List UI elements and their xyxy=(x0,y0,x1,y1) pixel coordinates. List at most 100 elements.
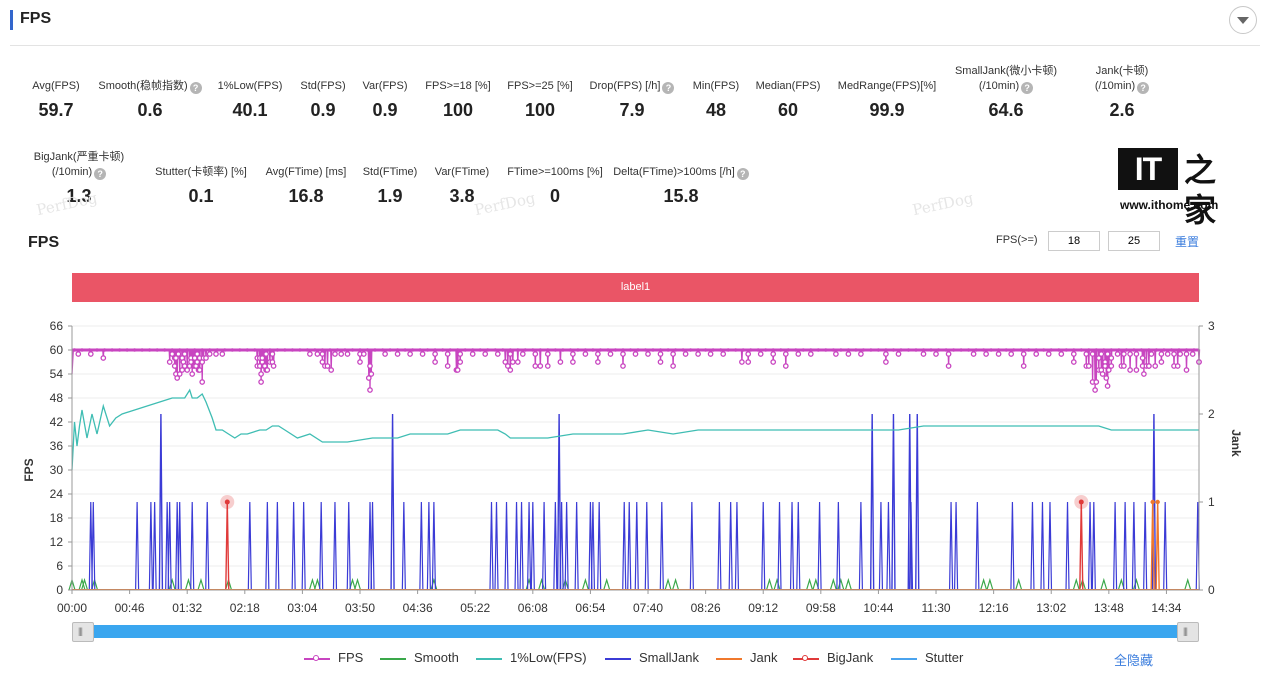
fps-threshold-input-2[interactable] xyxy=(1108,231,1160,251)
fps-point xyxy=(944,348,948,352)
fps-point xyxy=(215,348,220,352)
fps-point xyxy=(358,348,362,352)
fps-point xyxy=(959,348,963,352)
fps-point xyxy=(620,363,626,369)
smooth-bump xyxy=(1184,577,1192,591)
x-tick-label: 00:46 xyxy=(115,601,145,615)
fps-point xyxy=(951,348,956,352)
fps-point xyxy=(1070,351,1077,357)
fps-point xyxy=(1141,371,1147,377)
smooth-bump xyxy=(353,577,362,591)
collapse-chevron-down-icon[interactable] xyxy=(1229,6,1257,34)
fps-point xyxy=(763,348,768,352)
fps-point xyxy=(726,348,730,352)
smooth-bump xyxy=(78,577,86,591)
fps-point xyxy=(258,379,264,385)
fps-point xyxy=(628,348,633,352)
slider-track[interactable] xyxy=(92,625,1182,638)
fps-point xyxy=(1133,351,1140,357)
stat-label-text: Median(FPS) xyxy=(755,80,821,92)
smooth-bump xyxy=(837,577,845,591)
fps-point xyxy=(170,348,174,352)
help-question-icon[interactable]: ? xyxy=(736,168,749,180)
smooth-bump xyxy=(805,577,814,591)
legend-label: FPS xyxy=(338,650,364,665)
fps-point xyxy=(770,351,777,357)
slider-handle-left[interactable] xyxy=(72,622,94,642)
smalljank-spike xyxy=(1010,501,1015,591)
smalljank-spike xyxy=(1087,501,1093,591)
fps-point xyxy=(1121,363,1127,369)
legend-item-smalljank[interactable]: SmallJank xyxy=(605,650,699,665)
fps-point xyxy=(929,348,933,352)
fps-point xyxy=(1133,367,1140,373)
fps-point xyxy=(899,348,903,352)
fps-point xyxy=(936,348,941,352)
fps-point xyxy=(858,351,864,357)
fps-point xyxy=(72,348,77,352)
smalljank-spike xyxy=(1163,501,1168,591)
help-question-icon[interactable]: ? xyxy=(94,168,107,180)
fps-point xyxy=(314,351,321,357)
stat-label: FPS>=18 [%] xyxy=(378,79,538,94)
smalljank-spike-tall xyxy=(556,413,562,591)
fps-point xyxy=(463,348,468,352)
reset-button[interactable]: 重置 xyxy=(1175,235,1200,249)
smooth-bump xyxy=(980,577,988,591)
label-band[interactable]: label1 xyxy=(72,273,1199,302)
stat-label-text: Var(FTime) xyxy=(434,166,490,178)
fps-point xyxy=(682,351,689,357)
legend-item-jank[interactable]: Jank xyxy=(716,650,777,665)
legend-item-1low[interactable]: 1%Low(FPS) xyxy=(476,650,587,665)
smalljank-spike xyxy=(878,501,884,591)
fps-point xyxy=(87,348,92,352)
x-tick-label: 12:16 xyxy=(979,601,1009,615)
fps-point xyxy=(440,348,445,352)
stat-6: FPS>=25 [%] 100 xyxy=(460,79,620,121)
fps-point xyxy=(707,351,714,357)
smalljank-spike xyxy=(975,501,980,591)
time-range-slider[interactable] xyxy=(72,622,1199,642)
fps-point xyxy=(184,367,191,373)
help-question-icon[interactable]: ? xyxy=(662,82,675,94)
help-question-icon[interactable]: ? xyxy=(1137,82,1150,94)
fps-point xyxy=(883,359,889,365)
jank-point xyxy=(1155,499,1160,505)
fps-point xyxy=(1093,379,1100,385)
smalljank-spike xyxy=(431,501,436,591)
smalljank-spike xyxy=(541,501,547,591)
stat-label: Min(FPS) xyxy=(636,79,796,94)
legend-item-fps[interactable]: FPS xyxy=(304,650,363,665)
help-question-icon[interactable]: ? xyxy=(189,82,202,94)
fps-point xyxy=(344,351,351,357)
fps-point xyxy=(945,351,952,357)
fps-point xyxy=(368,371,375,377)
stat-1: Smooth(稳帧指数)? 0.6 xyxy=(70,79,230,121)
legend-item-smooth[interactable]: Smooth xyxy=(380,650,459,665)
fps-point xyxy=(1094,348,1099,352)
legend-item-bigjank[interactable]: BigJank xyxy=(793,650,873,665)
smalljank-spike xyxy=(689,501,694,591)
fps-point xyxy=(455,348,460,352)
fps-point xyxy=(970,351,977,357)
stat-label-text: Smooth(稳帧指数) xyxy=(98,80,188,92)
fps-point xyxy=(270,363,277,369)
watermark-perfdog: PerfDog xyxy=(910,188,975,220)
fps-point xyxy=(891,348,896,352)
series-1low-line xyxy=(71,388,1199,471)
fps-threshold-input-1[interactable] xyxy=(1048,231,1100,251)
slider-handle-right[interactable] xyxy=(1177,622,1199,642)
fps-point xyxy=(125,348,129,352)
legend-item-stutter[interactable]: Stutter xyxy=(891,650,963,665)
fps-point xyxy=(365,375,372,381)
fps-point xyxy=(1117,348,1121,352)
hide-all-button[interactable]: 全隐藏 xyxy=(1114,653,1154,668)
smalljank-spike xyxy=(148,501,153,591)
fps-point xyxy=(1026,348,1031,352)
smalljank-spike xyxy=(514,501,519,591)
fps-point xyxy=(1105,367,1112,373)
help-question-icon[interactable]: ? xyxy=(1021,82,1034,94)
stat-label-unit: (/10min) xyxy=(978,80,1020,92)
smalljank-spike xyxy=(1123,501,1128,591)
fps-point xyxy=(175,351,182,357)
